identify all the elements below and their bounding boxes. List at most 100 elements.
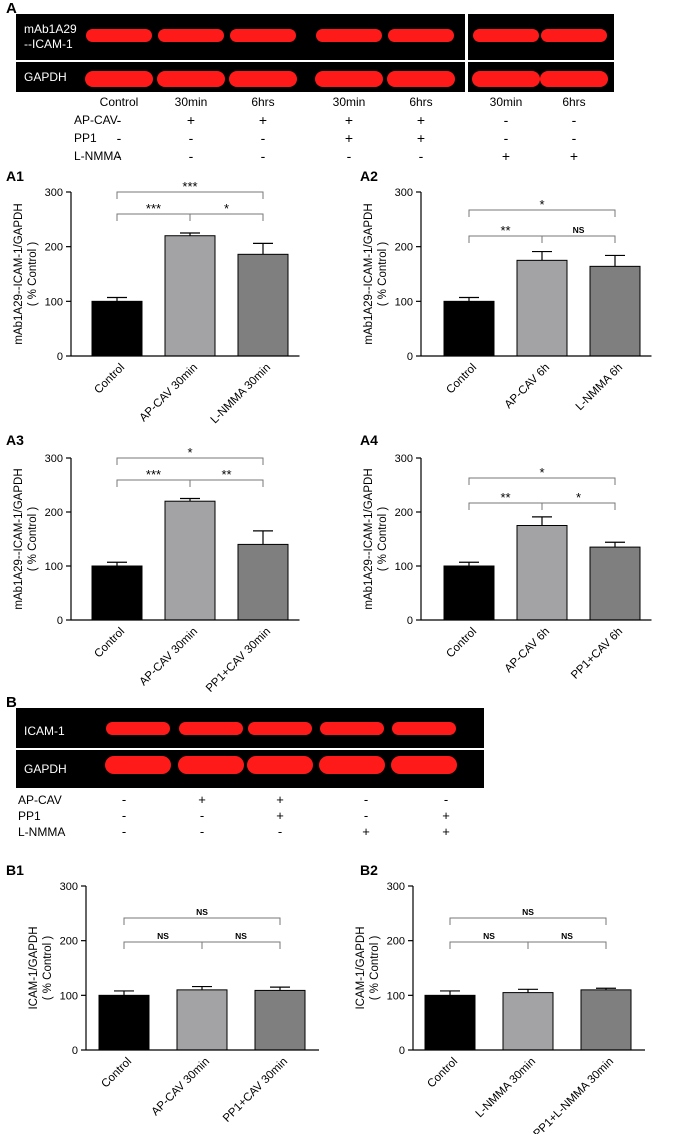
significance-label: *	[539, 465, 544, 480]
significance-label: *	[576, 490, 581, 505]
blot-band	[248, 722, 312, 735]
blot-b-treatment-mark: +	[362, 824, 370, 839]
blot-band	[229, 71, 297, 87]
y-tick-label: 200	[60, 936, 78, 948]
blot-a-treatment-mark: -	[503, 130, 509, 146]
blot-b-treatment-label: AP-CAV	[18, 793, 62, 807]
significance-label: *	[539, 197, 544, 212]
y-axis-label: ( % Control )	[27, 242, 39, 307]
blot-a-treatment-mark: +	[344, 130, 354, 146]
x-tick-label: PP1+CAV 30min	[204, 626, 273, 695]
blot-b-treatment-mark: -	[121, 824, 127, 839]
blot-a-treatment-mark: +	[186, 112, 196, 128]
y-tick-label: 100	[60, 990, 78, 1002]
blot-a-treatment-label: L-NMMA	[74, 149, 122, 163]
bar	[589, 546, 641, 621]
chart-b1: 0 100 200 300 ICAM-1/GAPDH( % Control ) Contr…	[28, 881, 319, 1125]
blot-a-treatment-mark: +	[501, 148, 511, 164]
significance-bracket	[201, 941, 281, 949]
blot-band	[388, 29, 454, 42]
blot-band	[106, 722, 170, 735]
y-tick-label: 0	[407, 615, 413, 627]
y-tick-label: 0	[399, 1045, 405, 1057]
blot-b-separator	[100, 748, 484, 750]
blot-a-treatment-mark: -	[116, 130, 122, 146]
x-tick-label: PP1+CAV 30min	[221, 1056, 290, 1125]
blot-a-lane-label: 30min	[489, 95, 523, 109]
significance-bracket	[468, 477, 616, 485]
bar	[424, 994, 476, 1051]
y-axis-label: ICAM-1/GAPDH	[355, 926, 367, 1009]
x-tick-label: AP-CAV 6h	[503, 626, 552, 675]
y-tick-label: 300	[395, 187, 413, 199]
blot-b-treatment-mark: -	[199, 824, 205, 839]
blot-a-treatment-mark: -	[116, 148, 122, 164]
significance-bracket	[541, 235, 616, 243]
significance-bracket	[116, 457, 264, 465]
y-tick-label: 200	[395, 507, 413, 519]
x-tick-label: Control	[99, 1056, 134, 1091]
y-tick-label: 0	[407, 351, 413, 363]
blot-a-treatment-mark: +	[416, 130, 426, 146]
blot-band	[472, 71, 540, 87]
blot-b-treatment-mark: +	[442, 824, 450, 839]
blot-b-label-icam1: ICAM-1	[24, 724, 65, 738]
blot-a-lane-label: 6hrs	[562, 95, 586, 109]
x-tick-label: Control	[92, 362, 127, 397]
y-tick-label: 200	[45, 242, 63, 254]
y-tick-label: 200	[45, 507, 63, 519]
bar	[91, 565, 143, 621]
blot-band	[473, 29, 539, 42]
blot-a-lane-label: 6hrs	[409, 95, 433, 109]
blot-a-lane-label: 30min	[332, 95, 366, 109]
bar	[580, 989, 632, 1051]
blot-b-treatment-mark: +	[442, 808, 450, 823]
y-tick-label: 300	[387, 881, 405, 893]
bar	[164, 235, 216, 357]
bar	[176, 989, 228, 1051]
chart-a3: 0 100 200 300 mAb1A29--ICAM-1/GAPDH( % Contr…	[13, 445, 300, 695]
significance-bracket	[116, 191, 264, 199]
blot-band	[540, 71, 608, 87]
blot-band	[85, 71, 153, 87]
x-tick-label: AP-CAV 30min	[150, 1056, 213, 1119]
significance-label: NS	[561, 931, 573, 941]
y-tick-label: 300	[45, 187, 63, 199]
blot-band	[158, 29, 224, 42]
blot-a-treatment-mark: -	[188, 130, 194, 146]
x-tick-label: L-NMMA 30min	[209, 362, 274, 427]
bar	[516, 259, 568, 357]
significance-bracket	[189, 213, 264, 221]
x-tick-label: L-NMMA 6h	[574, 362, 625, 413]
blot-b-treatment-label: L-NMMA	[18, 825, 66, 839]
blot-band	[315, 71, 383, 87]
blot-a-treatment-mark: -	[116, 112, 122, 128]
blot-a-treatment-label: PP1	[74, 131, 97, 145]
blot-b-treatment-mark: -	[443, 792, 449, 807]
blot-b-treatment-mark: -	[277, 824, 283, 839]
y-tick-label: 0	[57, 351, 63, 363]
blot-band	[247, 756, 313, 774]
blot-band	[179, 722, 243, 735]
blot-a-lane-label: Control	[99, 95, 139, 109]
x-tick-label: Control	[444, 626, 479, 661]
chart-a2-letter: A2	[360, 168, 378, 184]
blot-b-treatment-mark: +	[276, 792, 284, 807]
bar	[91, 300, 143, 357]
blot-a-treatment-label: AP-CAV	[74, 113, 118, 127]
significance-bracket	[449, 917, 607, 925]
chart-a2: 0 100 200 300 mAb1A29--ICAM-1/GAPDH( % Contr…	[363, 187, 652, 413]
blot-b-treatment-mark: -	[199, 808, 205, 823]
chart-a1-letter: A1	[6, 168, 24, 184]
significance-label: ***	[182, 179, 197, 194]
significance-label: NS	[483, 931, 495, 941]
significance-label: ***	[146, 201, 161, 216]
bar	[237, 253, 289, 357]
blot-a-treatment-mark: +	[344, 112, 354, 128]
significance-label: NS	[235, 931, 247, 941]
significance-label: *	[224, 201, 229, 216]
x-tick-label: PP1+CAV 6h	[569, 626, 625, 682]
blot-band	[320, 722, 384, 735]
y-tick-label: 300	[45, 453, 63, 465]
blot-b-treatment-mark: +	[198, 792, 206, 807]
